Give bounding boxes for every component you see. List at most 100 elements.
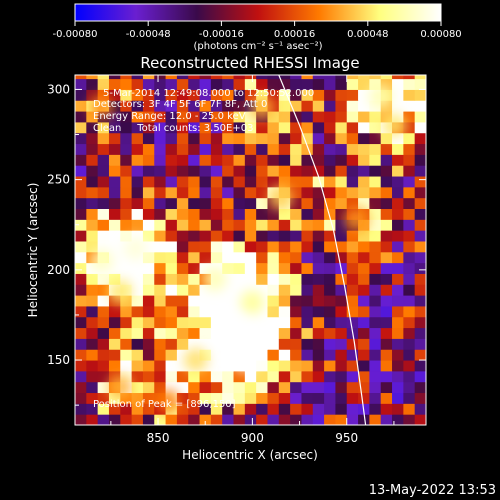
heatmap-cell [233,240,246,253]
heatmap-cell [154,305,167,318]
heatmap-cell [86,370,99,383]
heatmap-cell [199,284,212,296]
heatmap-cell [97,316,110,329]
heatmap-cell [403,370,416,383]
heatmap-cell [222,403,235,415]
heatmap-cell [97,392,110,404]
colorbar-tick-label: 0.00016 [274,29,315,40]
heatmap-cell [97,338,110,350]
heatmap-cell [108,273,121,285]
heatmap-cell [142,176,155,188]
heatmap-cell [335,143,348,155]
heatmap-cell [75,403,87,415]
heatmap-cell [358,230,370,242]
heatmap-cell [165,154,178,166]
heatmap-cell [131,295,144,307]
heatmap-cell [233,403,246,415]
heatmap-cell [335,316,348,329]
heatmap-cell [324,414,336,425]
heatmap-cell [358,186,370,199]
heatmap-cell [154,327,167,339]
heatmap-cell [131,414,144,425]
heatmap-cell [403,111,416,123]
heatmap-cell [392,197,404,210]
heatmap-cell [301,143,314,155]
heatmap-cell [86,176,99,188]
heatmap-cell [244,132,257,145]
heatmap-cell [346,154,359,166]
heatmap-cell [290,78,302,90]
heatmap-cell [290,262,302,274]
heatmap-cell [199,327,212,339]
heatmap-cell [176,78,189,90]
heatmap-cell [210,197,223,210]
hot-region [108,279,133,304]
heatmap-cell [131,316,144,329]
heatmap-cell [380,240,393,253]
heatmap-cell [120,327,133,339]
heatmap-cell [290,219,302,231]
heatmap-cell [222,295,235,307]
heatmap-cell [301,349,314,361]
heatmap-cell [403,197,416,210]
heatmap-cell [335,284,348,296]
heatmap-cell [131,89,144,101]
heatmap-cell [290,251,302,264]
hot-region [221,315,246,340]
x-tick-label: 850 [147,431,170,445]
heatmap-cell [222,414,235,425]
heatmap-cell [108,219,121,231]
heatmap-cell [290,295,302,307]
heatmap-cell [142,327,155,339]
heatmap-cell [403,273,416,285]
heatmap-cell [222,132,235,145]
heatmap-cell [301,208,314,220]
heatmap-cell [256,165,268,177]
heatmap-cell [154,316,167,329]
heatmap-cell [165,381,178,394]
heatmap-cell [120,165,133,177]
heatmap-cell [335,360,348,372]
heatmap-cell [369,186,382,199]
heatmap-cell [97,349,110,361]
heatmap-cell [312,349,325,361]
heatmap-cell [199,219,212,231]
heatmap-cell [267,316,280,329]
heatmap-cell [380,219,393,231]
heatmap-cell [75,273,87,285]
heatmap-cell [267,78,280,90]
heatmap-cell [131,176,144,188]
heatmap-cell [256,381,268,394]
heatmap-cell [256,370,268,383]
heatmap-cell [358,89,370,101]
heatmap-cell [176,208,189,220]
heatmap-cell [233,89,246,101]
heatmap-cell [392,100,404,112]
heatmap-cell [380,349,393,361]
heatmap-cell [335,403,348,415]
heatmap-cell [222,240,235,253]
heatmap-cell [414,176,426,188]
info-clean-counts: Clean Total counts: 3.50E+03 [93,123,253,134]
heatmap-cell [324,338,336,350]
heatmap-cell [278,262,291,274]
heatmap-cell [335,219,348,231]
heatmap-cell [165,360,178,372]
heatmap-cell [199,75,212,80]
heatmap-cell [256,176,268,188]
heatmap-cell [97,370,110,383]
heatmap-cell [233,197,246,210]
heatmap-cell [176,305,189,318]
heatmap-cell [312,165,325,177]
heatmap-cell [210,240,223,253]
heatmap-cell [188,295,201,307]
heatmap-cell [210,327,223,339]
heatmap-cell [267,240,280,253]
heatmap-cell [380,295,393,307]
heatmap-cell [312,132,325,145]
heatmap-cell [188,370,201,383]
heatmap-cell [256,197,268,210]
heatmap-cell [267,165,280,177]
hot-region [202,266,227,291]
heatmap-cell [380,197,393,210]
